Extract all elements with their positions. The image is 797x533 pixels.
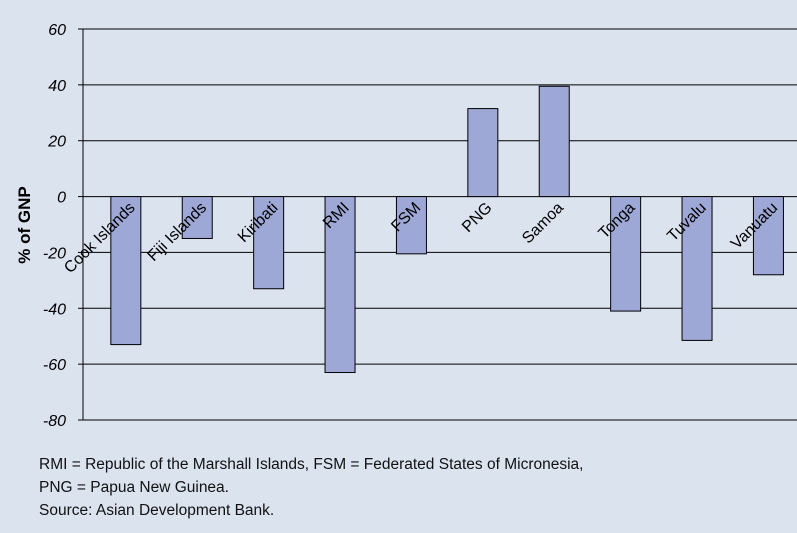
y-axis-ticks: 60 40 20 0 -20 -40 -60 -80 (43, 22, 83, 430)
bar (181, 196, 213, 239)
bar (610, 196, 642, 312)
bar (110, 196, 142, 346)
chart-notes: RMI = Republic of the Marshall Islands, … (39, 453, 583, 522)
y-tick-label: -40 (43, 301, 66, 318)
bar (467, 108, 499, 198)
y-tick-label: -80 (43, 413, 66, 430)
y-tick-label: 20 (47, 134, 66, 151)
y-tick-label: 60 (48, 22, 66, 39)
y-tick-label: 40 (48, 78, 66, 95)
abbreviation-note-line2: PNG = Papua New Guinea. (39, 479, 229, 496)
abbreviation-note-line1: RMI = Republic of the Marshall Islands, … (39, 456, 584, 473)
y-axis-label: % of GNP (15, 186, 34, 263)
category-label: Samoa (519, 199, 567, 247)
y-tick-label: 0 (57, 190, 66, 207)
bar (681, 196, 713, 341)
y-tick-label: -60 (43, 357, 66, 374)
bar (253, 196, 285, 290)
bar (538, 85, 570, 198)
bar (752, 196, 784, 276)
y-tick-label: -20 (43, 245, 66, 262)
category-label: PNG (459, 199, 496, 236)
bar (395, 196, 427, 255)
bars (110, 85, 784, 374)
source-note: Source: Asian Development Bank. (39, 502, 275, 519)
bar (324, 196, 356, 374)
